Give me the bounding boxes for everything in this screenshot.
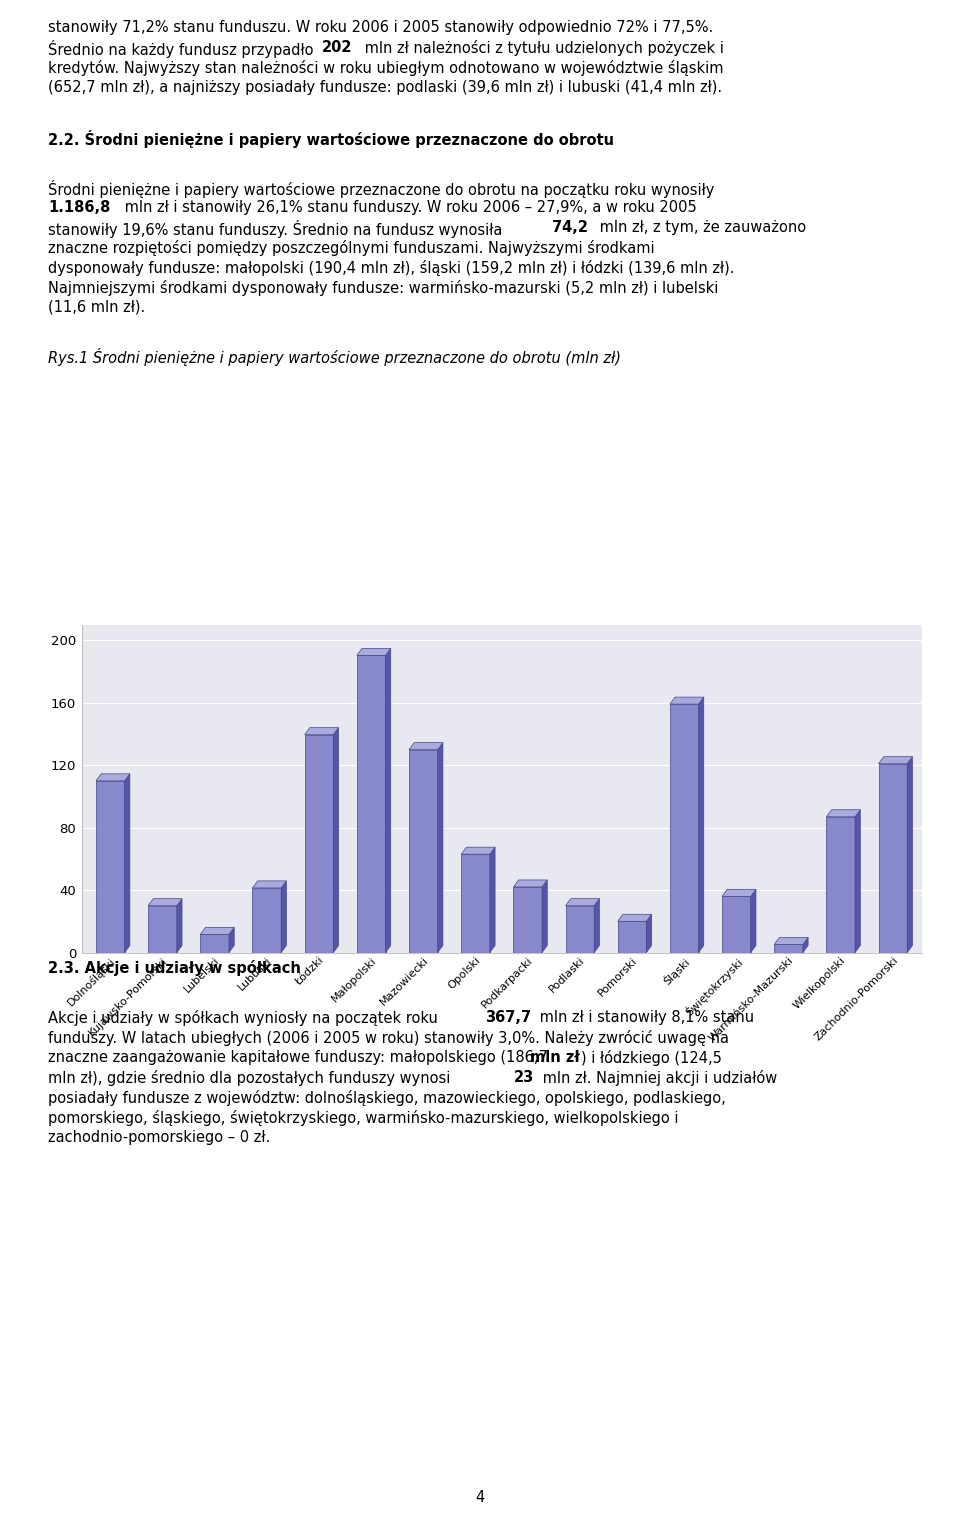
Polygon shape	[827, 817, 855, 952]
Polygon shape	[201, 934, 229, 952]
Text: 23: 23	[514, 1070, 534, 1085]
Polygon shape	[565, 899, 599, 905]
Polygon shape	[774, 937, 808, 945]
Polygon shape	[514, 879, 547, 887]
Polygon shape	[386, 648, 391, 952]
Text: 2.3. Akcje i udziały w spółkach: 2.3. Akcje i udziały w spółkach	[48, 960, 300, 975]
Polygon shape	[438, 742, 443, 952]
Polygon shape	[461, 847, 495, 853]
Text: Średnio na każdy fundusz przypadło: Średnio na każdy fundusz przypadło	[48, 40, 318, 58]
Polygon shape	[907, 757, 912, 952]
Text: (652,7 mln zł), a najniższy posiadały fundusze: podlaski (39,6 mln zł) i lubuski: (652,7 mln zł), a najniższy posiadały fu…	[48, 79, 722, 94]
Polygon shape	[855, 809, 860, 952]
Text: kredytów. Najwyższy stan należności w roku ubiegłym odnotowano w województwie śl: kredytów. Najwyższy stan należności w ro…	[48, 59, 724, 76]
Polygon shape	[333, 727, 339, 952]
Polygon shape	[252, 888, 281, 952]
Polygon shape	[774, 945, 803, 952]
Text: 4: 4	[475, 1490, 485, 1506]
Polygon shape	[148, 905, 177, 952]
Text: mln zł i stanowiły 8,1% stanu: mln zł i stanowiły 8,1% stanu	[535, 1010, 754, 1026]
Polygon shape	[357, 648, 391, 655]
Polygon shape	[96, 780, 125, 952]
Polygon shape	[670, 696, 704, 704]
Polygon shape	[722, 890, 756, 896]
Polygon shape	[617, 922, 646, 952]
Text: znaczne rozpiętości pomiędzy poszczególnymi funduszami. Najwyższymi środkami: znaczne rozpiętości pomiędzy poszczególn…	[48, 239, 655, 256]
Text: (11,6 mln zł).: (11,6 mln zł).	[48, 300, 145, 315]
Text: 367,7: 367,7	[485, 1010, 531, 1026]
Polygon shape	[594, 899, 599, 952]
Text: stanowiły 71,2% stanu funduszu. W roku 2006 i 2005 stanowiły odpowiednio 72% i 7: stanowiły 71,2% stanu funduszu. W roku 2…	[48, 20, 713, 35]
Text: znaczne zaangażowanie kapitałowe funduszy: małopolskiego (186,7: znaczne zaangażowanie kapitałowe fundusz…	[48, 1050, 553, 1065]
Text: 74,2: 74,2	[552, 219, 588, 235]
Polygon shape	[201, 928, 234, 934]
Text: ) i łódzkiego (124,5: ) i łódzkiego (124,5	[581, 1050, 722, 1065]
Polygon shape	[827, 809, 860, 817]
Polygon shape	[148, 899, 182, 905]
Text: Najmniejszymi środkami dysponowały fundusze: warmińsko-mazurski (5,2 mln zł) i l: Najmniejszymi środkami dysponowały fundu…	[48, 280, 718, 296]
Polygon shape	[357, 655, 386, 952]
Text: stanowiły 19,6% stanu funduszy. Średnio na fundusz wynosiła: stanowiły 19,6% stanu funduszy. Średnio …	[48, 219, 507, 238]
Text: mln zł: mln zł	[530, 1050, 580, 1065]
Polygon shape	[177, 899, 182, 952]
Polygon shape	[304, 727, 339, 735]
Polygon shape	[803, 937, 808, 952]
Polygon shape	[514, 887, 542, 952]
Text: Rys.1 Środni pieniężne i papiery wartościowe przeznaczone do obrotu (mln zł): Rys.1 Środni pieniężne i papiery wartośc…	[48, 347, 621, 366]
Polygon shape	[617, 914, 652, 922]
Text: 1.186,8: 1.186,8	[48, 200, 110, 215]
Polygon shape	[878, 764, 907, 952]
Text: 202: 202	[322, 40, 352, 55]
Polygon shape	[699, 696, 704, 952]
Polygon shape	[722, 896, 751, 952]
Polygon shape	[878, 757, 912, 764]
Text: mln zł. Najmniej akcji i udziałów: mln zł. Najmniej akcji i udziałów	[538, 1070, 777, 1087]
Text: dysponowały fundusze: małopolski (190,4 mln zł), śląski (159,2 mln zł) i łódzki : dysponowały fundusze: małopolski (190,4 …	[48, 261, 734, 276]
Polygon shape	[252, 881, 286, 888]
Text: mln zł należności z tytułu udzielonych pożyczek i: mln zł należności z tytułu udzielonych p…	[360, 40, 724, 56]
Polygon shape	[542, 879, 547, 952]
Polygon shape	[281, 881, 286, 952]
Text: Akcje i udziały w spółkach wyniosły na początek roku: Akcje i udziały w spółkach wyniosły na p…	[48, 1010, 443, 1026]
Text: posiadały fundusze z województw: dolnośląskiego, mazowieckiego, opolskiego, podl: posiadały fundusze z województw: dolnośl…	[48, 1090, 726, 1106]
Text: zachodnio-pomorskiego – 0 zł.: zachodnio-pomorskiego – 0 zł.	[48, 1129, 271, 1145]
Polygon shape	[409, 750, 438, 952]
Polygon shape	[646, 914, 652, 952]
Text: mln zł), gdzie średnio dla pozostałych funduszy wynosi: mln zł), gdzie średnio dla pozostałych f…	[48, 1070, 455, 1087]
Text: mln zł, z tym, że zauważono: mln zł, z tym, że zauważono	[595, 219, 806, 235]
Polygon shape	[125, 774, 130, 952]
Polygon shape	[96, 774, 130, 780]
Text: funduszy. W latach ubiegłych (2006 i 2005 w roku) stanowiły 3,0%. Należy zwrócić: funduszy. W latach ubiegłych (2006 i 200…	[48, 1030, 729, 1045]
Polygon shape	[751, 890, 756, 952]
Text: 2.2. Środni pieniężne i papiery wartościowe przeznaczone do obrotu: 2.2. Środni pieniężne i papiery wartości…	[48, 130, 614, 148]
Polygon shape	[461, 853, 490, 952]
Text: pomorskiego, śląskiego, świętokrzyskiego, warmińsko-mazurskiego, wielkopolskiego: pomorskiego, śląskiego, świętokrzyskiego…	[48, 1109, 679, 1126]
Polygon shape	[565, 905, 594, 952]
Polygon shape	[490, 847, 495, 952]
Polygon shape	[304, 735, 333, 952]
Polygon shape	[229, 928, 234, 952]
Polygon shape	[670, 704, 699, 952]
Text: Środni pieniężne i papiery wartościowe przeznaczone do obrotu na początku roku w: Środni pieniężne i papiery wartościowe p…	[48, 180, 714, 198]
Text: mln zł i stanowiły 26,1% stanu funduszy. W roku 2006 – 27,9%, a w roku 2005: mln zł i stanowiły 26,1% stanu funduszy.…	[120, 200, 697, 215]
Polygon shape	[409, 742, 443, 750]
